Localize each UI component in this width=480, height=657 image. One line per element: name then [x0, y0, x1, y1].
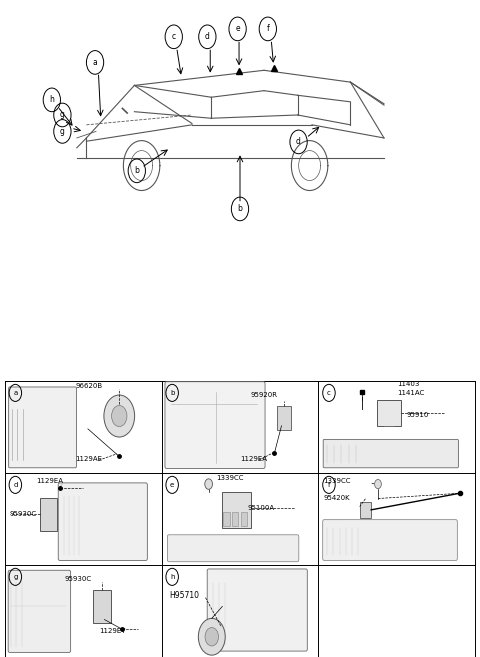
Text: 95100A: 95100A	[248, 505, 275, 510]
Text: f: f	[266, 24, 269, 34]
FancyBboxPatch shape	[165, 382, 265, 468]
Text: 1339CC: 1339CC	[216, 475, 244, 482]
FancyBboxPatch shape	[58, 483, 147, 560]
Text: 1129EA: 1129EA	[240, 456, 267, 462]
Text: d: d	[13, 482, 18, 488]
Text: a: a	[93, 58, 97, 67]
Text: d: d	[296, 137, 301, 147]
Circle shape	[111, 405, 127, 426]
Text: 1129EA: 1129EA	[36, 478, 63, 484]
Bar	[360, 502, 371, 518]
Text: 95420K: 95420K	[323, 495, 350, 501]
Text: H95710: H95710	[169, 591, 200, 600]
Circle shape	[104, 395, 134, 437]
Bar	[222, 491, 251, 528]
Text: b: b	[170, 390, 174, 396]
FancyBboxPatch shape	[323, 520, 457, 560]
Text: 1141AC: 1141AC	[397, 390, 424, 396]
Circle shape	[205, 627, 218, 646]
Text: c: c	[327, 390, 331, 396]
Text: b: b	[134, 166, 139, 175]
Text: 95920R: 95920R	[251, 392, 278, 397]
Text: h: h	[49, 95, 54, 104]
Circle shape	[198, 618, 225, 655]
Text: 1129AE: 1129AE	[75, 456, 102, 462]
Bar	[223, 512, 229, 526]
Text: d: d	[205, 32, 210, 41]
Text: 96620B: 96620B	[75, 383, 103, 390]
Text: 11403: 11403	[397, 382, 419, 388]
Text: 1339CC: 1339CC	[323, 478, 350, 484]
Bar	[240, 512, 247, 526]
FancyBboxPatch shape	[8, 570, 71, 652]
Text: b: b	[238, 204, 242, 214]
Text: 1129EY: 1129EY	[99, 628, 125, 634]
Text: h: h	[170, 574, 174, 580]
Text: a: a	[13, 390, 17, 396]
Bar	[377, 400, 401, 426]
Text: 95910: 95910	[406, 412, 429, 418]
Text: 95930C: 95930C	[64, 576, 92, 581]
Text: e: e	[235, 24, 240, 34]
Circle shape	[205, 479, 213, 489]
FancyBboxPatch shape	[323, 440, 458, 468]
Bar	[40, 498, 57, 531]
Text: g: g	[60, 127, 65, 136]
Text: g: g	[13, 574, 18, 580]
Bar	[94, 590, 111, 623]
FancyBboxPatch shape	[168, 535, 299, 562]
FancyBboxPatch shape	[207, 569, 307, 651]
Text: c: c	[172, 32, 176, 41]
Text: e: e	[170, 482, 174, 488]
Circle shape	[374, 480, 381, 489]
Text: 95930C: 95930C	[10, 511, 36, 517]
Text: f: f	[328, 482, 330, 488]
FancyBboxPatch shape	[9, 387, 76, 468]
Bar	[276, 406, 291, 430]
Text: g: g	[60, 110, 65, 120]
Bar	[5, 20, 475, 374]
Bar	[232, 512, 238, 526]
